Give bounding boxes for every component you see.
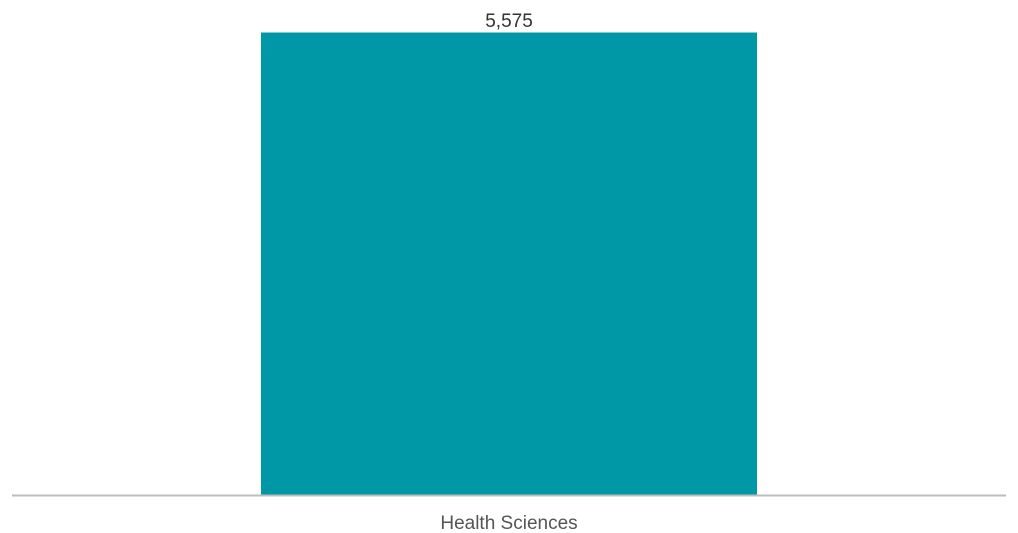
bar-value-label: 5,575: [485, 11, 533, 32]
bars-layer: [12, 32, 1006, 497]
labels-layer: 5,575 Health Sciences: [440, 11, 577, 533]
bar-health-sciences: [261, 32, 757, 496]
category-tick-label: Health Sciences: [440, 513, 577, 533]
